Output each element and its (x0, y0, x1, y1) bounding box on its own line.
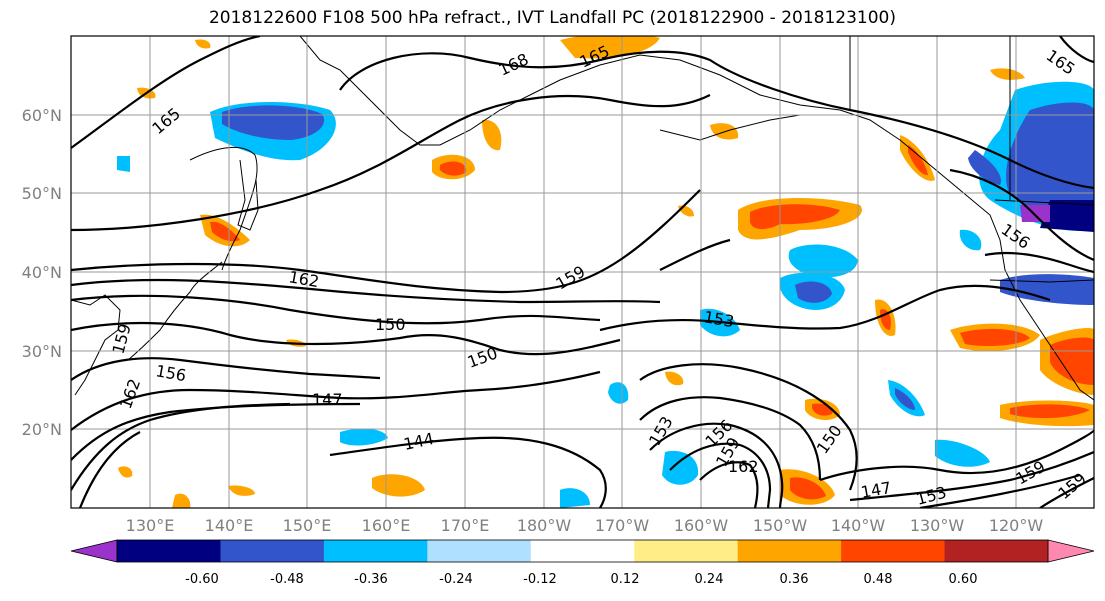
colorbar-left-extension (70, 539, 118, 563)
latitude-label: 60°N (22, 106, 62, 125)
latitude-labels: 60°N 50°N 40°N 30°N 20°N (22, 106, 62, 439)
colorbar-cell (427, 540, 532, 562)
colorbar-cell (323, 540, 428, 562)
longitude-label: 150°W (753, 516, 808, 535)
longitude-label: 130°W (910, 516, 965, 535)
colorbar-tick-label: 0.36 (780, 572, 809, 587)
longitude-label: 150°E (283, 516, 332, 535)
colorbar-tick-label: -0.36 (354, 572, 388, 587)
map-panel (71, 36, 1094, 508)
colorbar-tick-labels: -0.60 -0.48 -0.36 -0.24 -0.12 0.12 0.24 … (185, 572, 977, 587)
longitude-label: 170°E (441, 516, 490, 535)
colorbar-tick-label: 0.60 (949, 572, 978, 587)
map-frame (70, 35, 1095, 509)
longitude-labels: 130°E 140°E 150°E 160°E 170°E 180°W 170°… (126, 516, 1044, 535)
coastlines (71, 36, 1094, 508)
map-title: 2018122600 F108 500 hPa refract., IVT La… (208, 8, 896, 28)
longitude-label: 140°E (205, 516, 254, 535)
contour-label: 150 (375, 315, 406, 334)
latitude-label: 50°N (22, 184, 62, 203)
latitude-label: 40°N (22, 263, 62, 282)
graticule (71, 36, 1094, 508)
colorbar: -0.60 -0.48 -0.36 -0.24 -0.12 0.12 0.24 … (70, 539, 1095, 587)
colorbar-cell (737, 540, 842, 562)
colorbar-tick-label: -0.12 (523, 572, 557, 587)
longitude-label: 120°W (989, 516, 1044, 535)
colorbar-cell (944, 540, 1049, 562)
contour-label: 162 (728, 457, 759, 476)
refractivity-contours (71, 36, 1094, 508)
longitude-label: 160°E (362, 516, 411, 535)
longitude-label: 140°W (831, 516, 886, 535)
colorbar-tick-label: -0.48 (270, 572, 304, 587)
colorbar-tick-label: -0.60 (185, 572, 219, 587)
colorbar-cell (220, 540, 325, 562)
colorbar-tick-label: 0.24 (695, 572, 724, 587)
colorbar-cell (841, 540, 946, 562)
colorbar-tick-label: -0.24 (439, 572, 473, 587)
longitude-label: 160°W (674, 516, 729, 535)
colorbar-outline (116, 539, 1049, 563)
colorbar-tick-label: 0.12 (611, 572, 640, 587)
longitude-label: 130°E (126, 516, 175, 535)
colorbar-cell (117, 540, 221, 562)
latitude-label: 30°N (22, 342, 62, 361)
colorbar-cells (117, 540, 1049, 562)
latitude-label: 20°N (22, 420, 62, 439)
colorbar-tick-label: 0.48 (864, 572, 893, 587)
colorbar-right-extension (1047, 539, 1095, 563)
colorbar-cell (634, 540, 739, 562)
longitude-label: 170°W (595, 516, 650, 535)
anomaly-fills (117, 36, 1094, 508)
longitude-label: 180°W (517, 516, 572, 535)
colorbar-cell (530, 540, 635, 562)
contour-label: 147 (312, 390, 343, 409)
